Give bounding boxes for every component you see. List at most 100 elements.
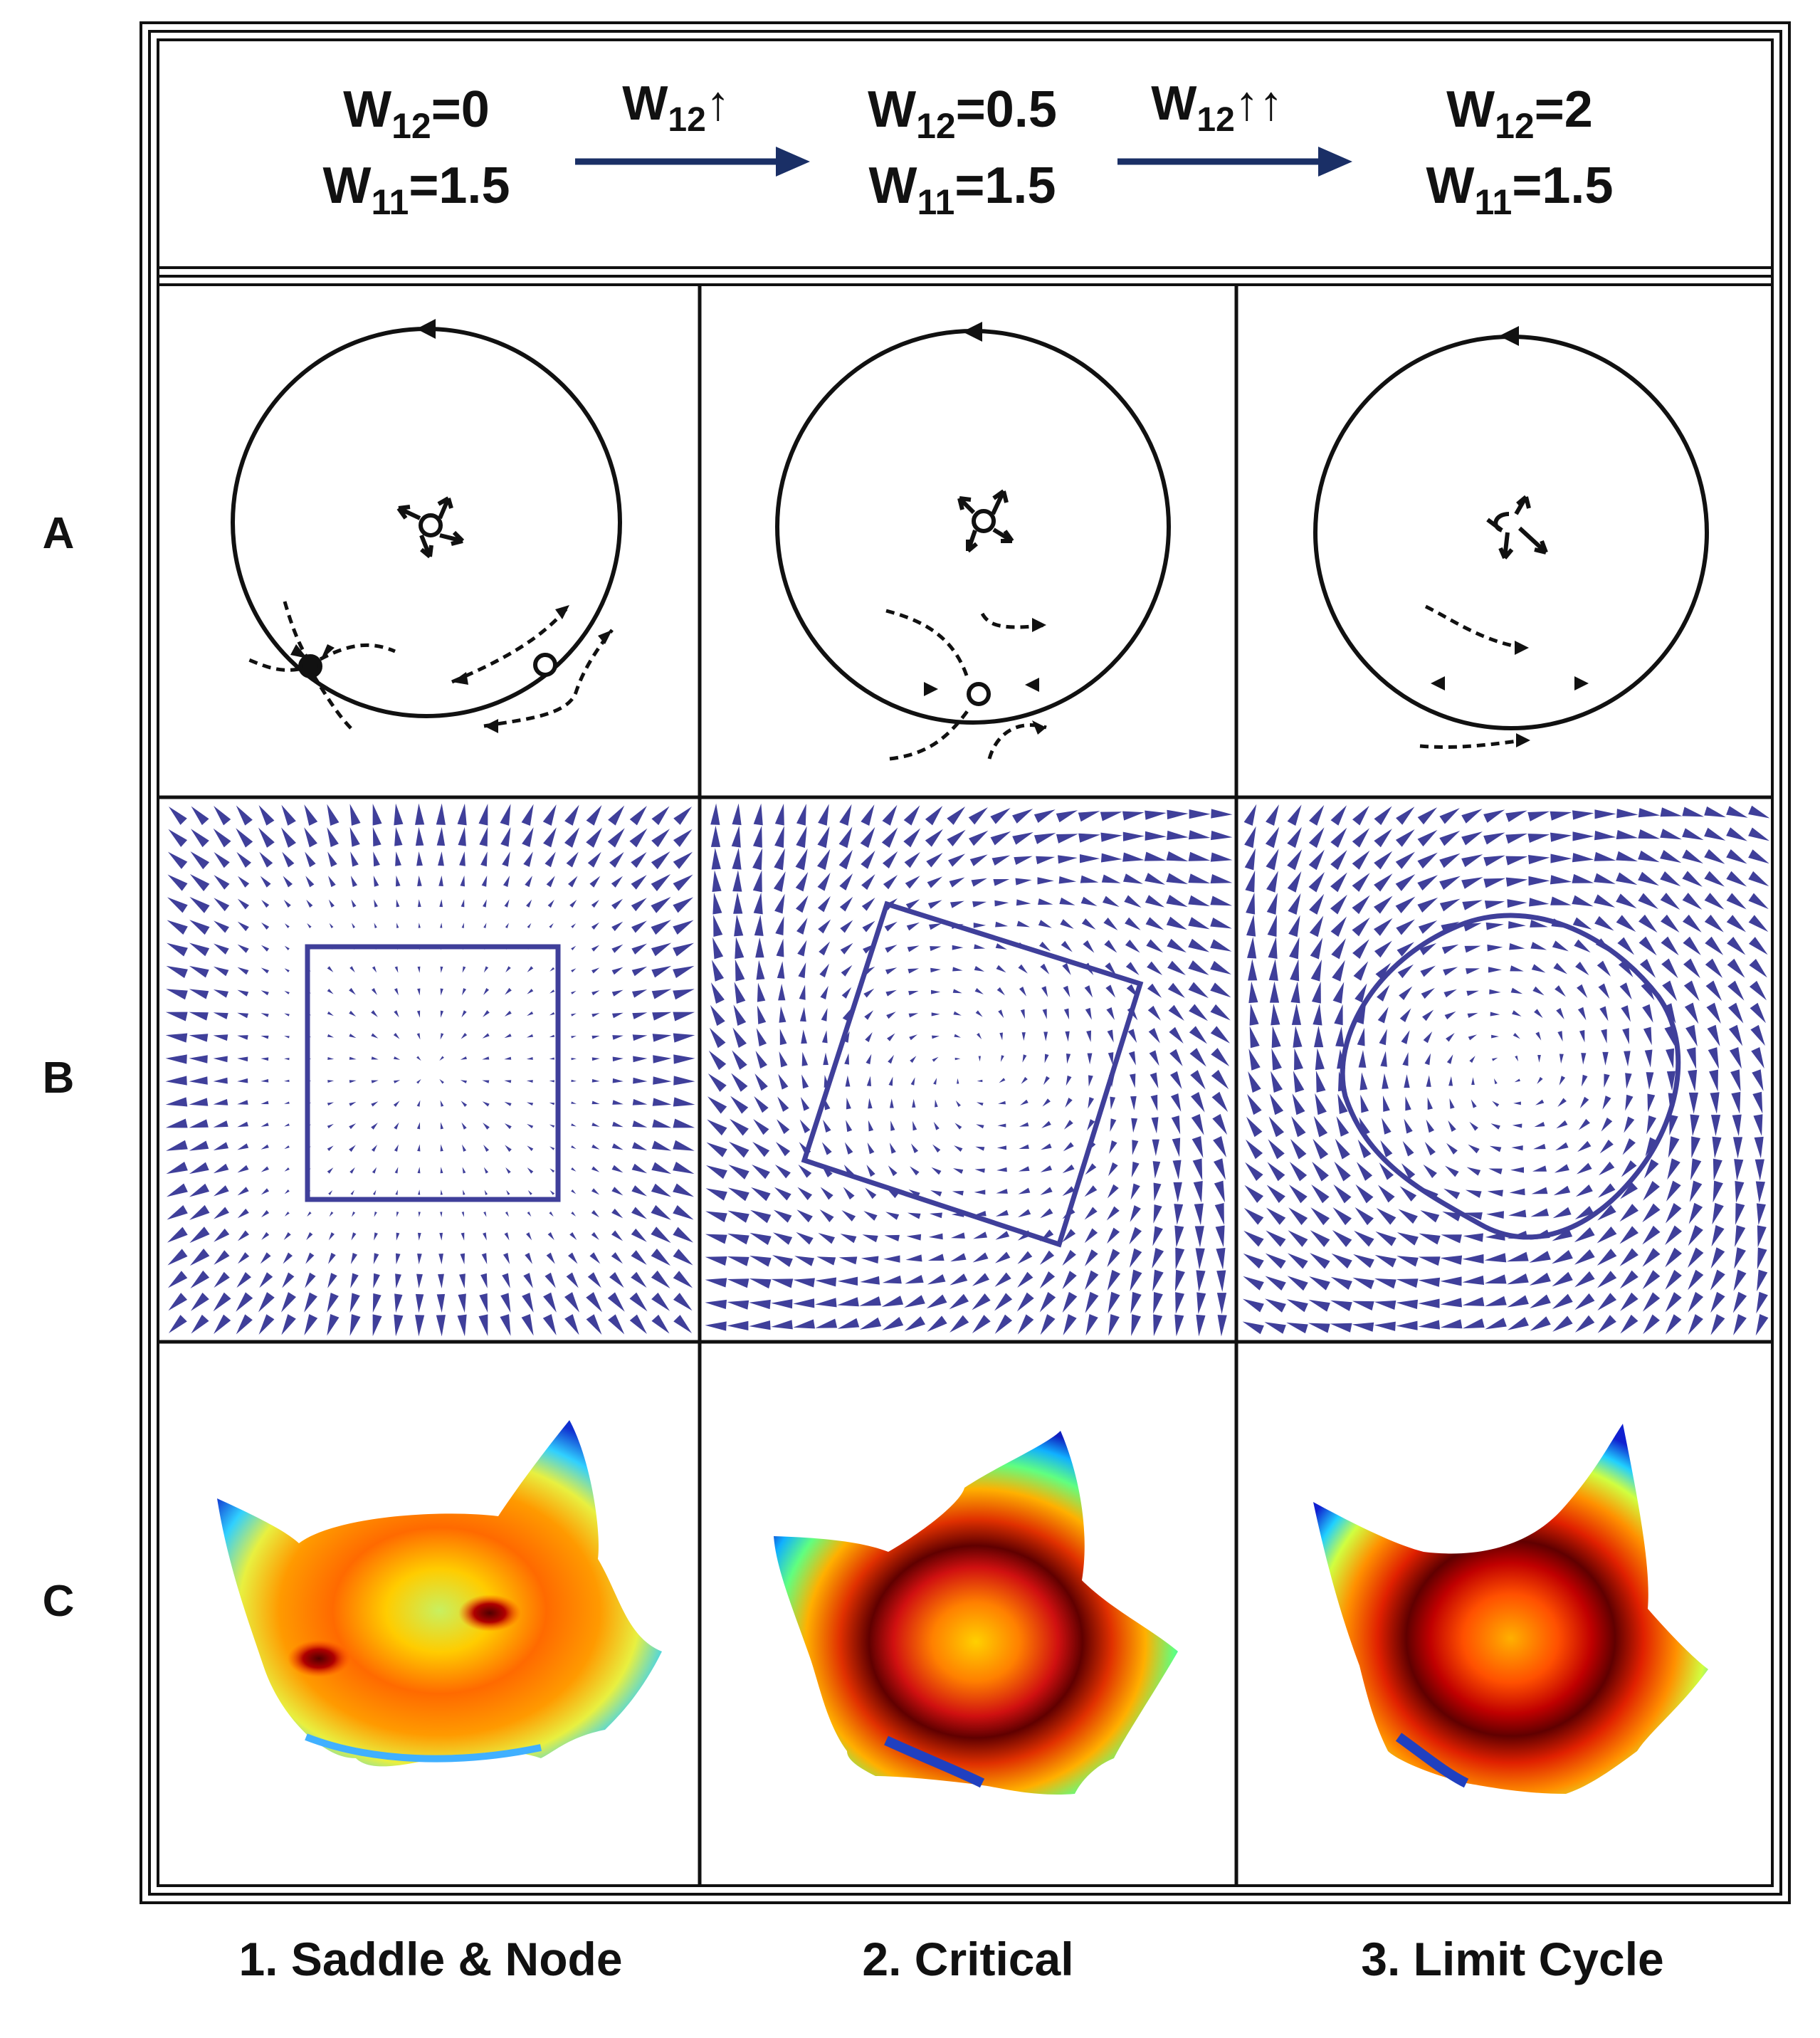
vector-arrow xyxy=(418,1189,421,1195)
vector-arrow xyxy=(505,1167,511,1174)
vector-arrow xyxy=(1293,1071,1305,1093)
vector-arrow xyxy=(349,1314,361,1336)
vector-arrow xyxy=(1215,1225,1225,1248)
vector-arrow xyxy=(1248,1049,1261,1071)
vector-arrow xyxy=(1107,1249,1120,1267)
vector-arrow xyxy=(653,1055,672,1063)
vector-arrow xyxy=(773,1209,792,1223)
vector-arrow xyxy=(1471,1077,1475,1085)
vector-arrow xyxy=(1125,962,1140,976)
vector-arrow xyxy=(1574,939,1591,953)
vector-arrow xyxy=(328,1252,336,1264)
vector-arrow xyxy=(1125,940,1140,953)
vector-arrow xyxy=(417,899,421,908)
vector-arrow xyxy=(1574,1249,1595,1265)
vector-arrow xyxy=(440,1167,443,1174)
vector-arrow xyxy=(816,1256,836,1266)
vector-arrow xyxy=(651,1270,670,1288)
vector-arrow xyxy=(1750,1024,1765,1046)
vector-arrow xyxy=(189,965,209,978)
vector-arrow xyxy=(1574,1227,1595,1243)
vector-arrow xyxy=(954,1034,962,1038)
vector-arrow xyxy=(995,943,1007,950)
vector-arrow xyxy=(815,1277,837,1287)
vector-arrow xyxy=(1017,1251,1033,1264)
vector-arrow xyxy=(415,1293,424,1313)
vector-arrow xyxy=(591,945,600,952)
vector-arrow xyxy=(1042,1009,1047,1019)
vector-arrow xyxy=(1726,849,1747,864)
vector-arrow xyxy=(571,1123,577,1127)
vector-arrow xyxy=(463,1189,465,1195)
vector-arrow xyxy=(305,1252,315,1264)
vector-arrow xyxy=(523,1273,533,1288)
vector-arrow xyxy=(191,1314,209,1334)
vector-arrow xyxy=(778,1073,789,1090)
vector-arrow xyxy=(1508,920,1526,929)
vector-arrow xyxy=(907,1212,921,1219)
vector-arrow xyxy=(727,1233,749,1245)
vector-arrow xyxy=(1243,1253,1264,1269)
vector-arrow xyxy=(457,1314,467,1337)
vector-arrow xyxy=(261,1123,269,1127)
vector-arrow xyxy=(752,870,762,893)
vector-arrow xyxy=(800,1096,810,1111)
vector-arrow xyxy=(1550,896,1572,905)
vector-arrow xyxy=(793,1298,815,1308)
vector-arrow xyxy=(1688,1269,1704,1291)
vector-arrow xyxy=(527,923,532,928)
vector-arrow xyxy=(1373,918,1393,936)
vector-arrow xyxy=(1168,1004,1184,1021)
vector-arrow xyxy=(1597,1271,1617,1288)
vector-arrow xyxy=(860,826,875,849)
vector-arrow xyxy=(729,1141,749,1158)
vector-arrow xyxy=(1213,1158,1226,1180)
vector-arrow xyxy=(1308,1299,1330,1312)
vector-arrow xyxy=(1290,981,1300,1004)
vector-arrow xyxy=(905,1254,922,1262)
vector-arrow xyxy=(1488,967,1502,973)
vector-arrow xyxy=(1022,1054,1027,1063)
vector-arrow xyxy=(1153,1291,1163,1314)
vector-arrow xyxy=(861,874,875,891)
vector-arrow xyxy=(1483,855,1505,866)
state-2-w11: W11=1.5 xyxy=(869,157,1056,222)
vector-arrow xyxy=(971,878,987,887)
vector-arrow xyxy=(1405,1096,1411,1111)
vector-arrow xyxy=(440,988,443,996)
vector-arrow xyxy=(861,804,875,826)
vector-arrow xyxy=(261,900,270,908)
vector-arrow xyxy=(1704,893,1725,910)
vector-arrow xyxy=(632,1098,648,1105)
vector-arrow xyxy=(213,1034,228,1041)
vector-arrow xyxy=(817,895,831,913)
vector-arrow xyxy=(727,1300,749,1310)
vector-arrow xyxy=(189,1012,209,1021)
vector-arrow xyxy=(868,1098,873,1109)
vector-arrow xyxy=(1331,938,1346,960)
vector-arrow xyxy=(705,1278,727,1288)
vector-arrow xyxy=(549,1057,554,1060)
vector-arrow xyxy=(1557,1098,1567,1107)
vector-arrow xyxy=(1100,832,1122,842)
vector-arrow xyxy=(165,1097,188,1107)
vector-arrow xyxy=(1291,1116,1306,1138)
vector-arrow xyxy=(1210,874,1233,883)
vector-arrow xyxy=(749,1320,771,1330)
vector-arrow xyxy=(1335,1138,1350,1160)
vector-arrow xyxy=(261,1013,269,1017)
vector-arrow xyxy=(571,1036,577,1039)
vector-arrow xyxy=(1572,831,1594,841)
vector-arrow xyxy=(974,987,984,994)
vector-arrow xyxy=(1189,1004,1208,1021)
vector-arrow xyxy=(1418,1320,1441,1330)
vector-arrow xyxy=(1330,850,1347,871)
vector-arrow xyxy=(1152,1269,1164,1292)
vector-arrow xyxy=(1087,1053,1093,1065)
vector-arrow xyxy=(479,826,488,847)
vector-arrow xyxy=(1311,981,1321,1004)
vector-arrow xyxy=(1243,1207,1264,1225)
vector-arrow xyxy=(712,870,722,892)
vector-arrow xyxy=(631,898,647,912)
